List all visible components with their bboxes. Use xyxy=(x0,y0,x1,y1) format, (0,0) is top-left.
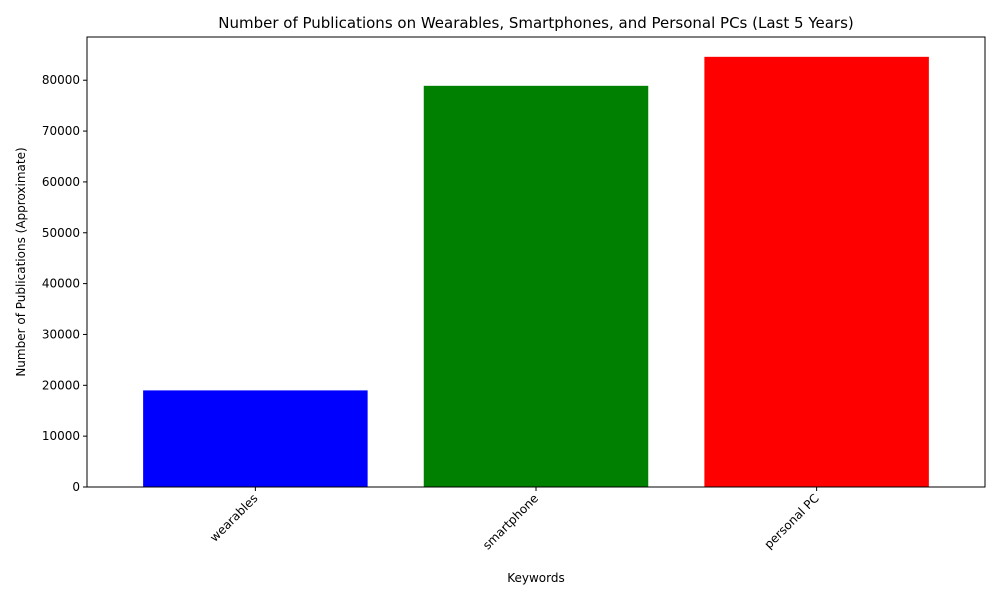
y-axis-label: Number of Publications (Approximate) xyxy=(14,147,28,376)
bar-wearables xyxy=(143,390,368,487)
y-tick-label: 0 xyxy=(72,480,80,494)
plot-frame xyxy=(86,36,986,488)
y-tick-label: 30000 xyxy=(42,327,80,341)
y-tick-label: 40000 xyxy=(42,277,80,291)
x-tick-label: personal PC xyxy=(761,491,821,551)
y-tick-label: 80000 xyxy=(42,73,80,87)
y-tick-label: 60000 xyxy=(42,175,80,189)
x-axis-ticks: wearables smartphone personal PC xyxy=(207,487,822,552)
y-tick-label: 50000 xyxy=(42,226,80,240)
x-tick-label: smartphone xyxy=(480,491,541,552)
y-tick-label: 20000 xyxy=(42,378,80,392)
bar-smartphone xyxy=(423,85,649,487)
x-tick-label: wearables xyxy=(207,491,260,544)
y-tick-label: 70000 xyxy=(42,124,80,138)
bar-personal-pc xyxy=(704,56,929,488)
bars xyxy=(143,56,929,488)
y-tick-label: 10000 xyxy=(42,429,80,443)
y-axis-ticks: 0 10000 20000 30000 40000 50000 60000 70000 8000… xyxy=(42,73,87,494)
x-axis-label: Keywords xyxy=(507,571,565,585)
chart-title: Number of Publications on Wearables, Sma… xyxy=(218,14,854,32)
